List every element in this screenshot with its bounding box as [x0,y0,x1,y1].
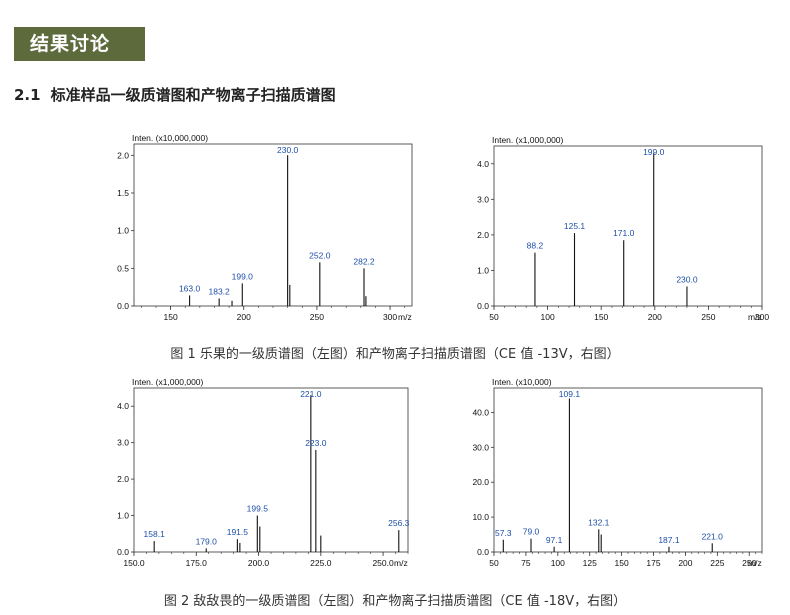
y-tick-label: 2.0 [117,474,129,484]
x-tick-label: 150.0 [123,558,145,568]
peak-label: 191.5 [227,527,249,537]
peak-label: 230.0 [676,274,698,284]
subheading-number: 2.1 [14,86,41,104]
y-tick-label: 40.0 [472,407,489,417]
x-tick-label: 150 [163,312,177,322]
x-tick-label: 75 [521,558,531,568]
x-tick-label: 100 [551,558,565,568]
y-tick-label: 0.5 [117,263,129,273]
peak-label: 179.0 [196,536,218,546]
peak-label: 199.5 [247,504,269,514]
peak-label: 79.0 [523,527,540,537]
peak-label: 221.0 [702,531,724,541]
x-tick-label: 250.0 [372,558,394,568]
y-tick-label: 4.0 [477,159,489,169]
y-tick-label: 30.0 [472,442,489,452]
y-tick-label: 0.0 [477,547,489,557]
plot-frame [133,143,413,307]
peak-label: 171.0 [613,228,635,238]
fig2-left-spectrum: Inten. (x1,000,000) 0.0 1.0 2.0 3.0 4.0 150.0 1… [117,377,410,568]
section-title: 结果讨论 [14,27,145,61]
peak-label: 221.0 [300,389,322,399]
y-tick-label: 1.0 [477,265,489,275]
plot-frame [133,387,409,553]
x-tick-label: 150 [594,312,608,322]
intensity-axis-label: Inten. (x10,000) [492,377,552,387]
y-tick-label: 20.0 [472,477,489,487]
y-tick-label: 10.0 [472,512,489,522]
x-tick-label: 200.0 [248,558,270,568]
peak-label: 183.2 [209,286,231,296]
figure-2-caption: 图 2 敌敌畏的一级质谱图（左图）和产物离子扫描质谱图（CE 值 -18V，右图… [163,594,627,609]
intensity-axis-label: Inten. (x1,000,000) [492,135,564,145]
x-tick-label: 250 [742,558,756,568]
y-tick-label: 1.0 [117,511,129,521]
x-tick-label: 300 [383,312,397,322]
subheading-text: 标准样品一级质谱图和产物离子扫描质谱图 [50,86,336,104]
fig2-right-spectrum: Inten. (x10,000) 0.0 10.0 20.0 30.0 40.0 50 75 1… [472,377,763,568]
y-tick-label: 1.5 [117,188,129,198]
peak-label: 223.0 [305,438,327,448]
peak-label: 282.2 [353,256,375,266]
x-tick-label: 200 [678,558,692,568]
y-tick-label: 0.0 [117,301,129,311]
y-tick-label: 3.0 [117,438,129,448]
x-tick-label: 250 [310,312,324,322]
x-tick-label: 125 [583,558,597,568]
peak-label: 97.1 [546,535,563,545]
x-tick-label: 300 [755,312,769,322]
x-tick-label: 250 [701,312,715,322]
peak-label: 132.1 [588,517,610,527]
x-tick-label: 100 [541,312,555,322]
peak-label: 199.0 [643,147,665,157]
y-tick-label: 0.0 [477,301,489,311]
peak-label: 256.3 [388,518,410,528]
x-tick-label: 225.0 [310,558,332,568]
plot-frame [493,145,763,307]
x-tick-label: 50 [489,558,499,568]
x-tick-label: 225 [710,558,724,568]
peak-label: 230.0 [277,145,299,155]
peak-label: 163.0 [179,283,201,293]
peak-label: 158.1 [144,529,166,539]
fig1-right-spectrum: Inten. (x1,000,000) 0.0 1.0 2.0 3.0 4.0 50 100 1… [477,135,769,322]
x-tick-label: 200 [648,312,662,322]
x-tick-label: 150 [615,558,629,568]
fig1-left-spectrum: Inten. (x10,000,000) 0.0 0.5 1.0 1.5 2.0 150 20… [117,133,413,322]
y-tick-label: 2.0 [477,230,489,240]
y-tick-label: 3.0 [477,194,489,204]
y-tick-label: 1.0 [117,226,129,236]
peak-label: 187.1 [658,535,680,545]
y-tick-label: 4.0 [117,401,129,411]
x-tick-label: 200 [237,312,251,322]
x-axis-unit-label: m/z [748,312,762,322]
figure-1-caption: 图 1 乐果的一级质谱图（左图）和产物离子扫描质谱图（CE 值 -13V，右图） [170,347,620,362]
peak-label: 199.0 [232,271,254,281]
x-tick-label: 50 [489,312,499,322]
y-tick-label: 0.0 [117,547,129,557]
y-tick-label: 2.0 [117,150,129,160]
intensity-axis-label: Inten. (x1,000,000) [132,377,204,387]
peak-label: 109.1 [559,389,581,399]
x-tick-label: 175.0 [186,558,208,568]
x-axis-unit-label: m/z [398,312,412,322]
x-axis-unit-label: m/z [394,558,408,568]
x-tick-label: 175 [646,558,660,568]
intensity-axis-label: Inten. (x10,000,000) [132,133,208,143]
subheading: 2.1 标准样品一级质谱图和产物离子扫描质谱图 [14,84,336,105]
x-axis-unit-label: m/z [748,558,762,568]
peak-label: 88.2 [527,241,544,251]
peak-label: 252.0 [309,250,331,260]
peak-label: 125.1 [564,221,586,231]
peak-label: 57.3 [495,528,512,538]
